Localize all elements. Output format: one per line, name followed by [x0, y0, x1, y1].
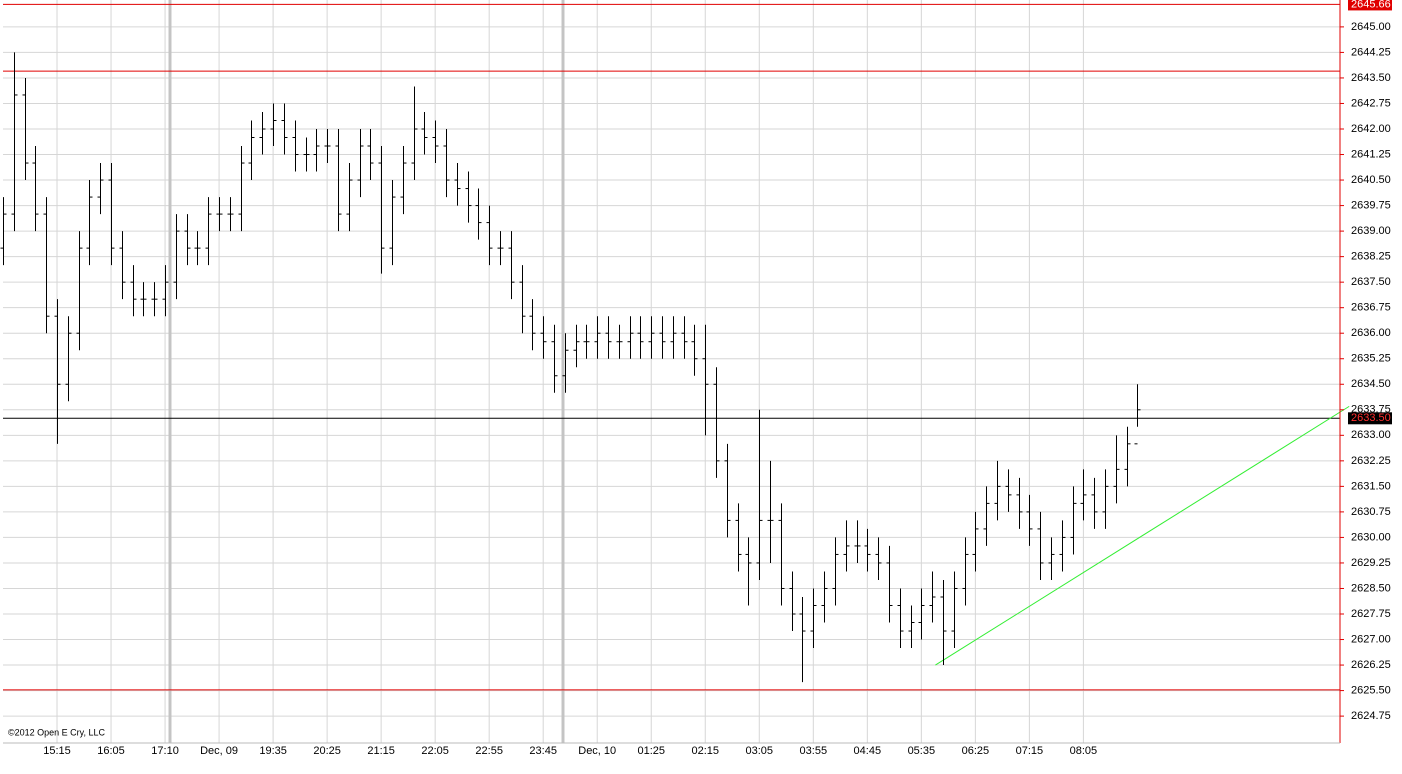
x-tick-label: 20:25: [313, 745, 341, 757]
x-tick-label: 22:05: [421, 745, 449, 757]
y-tick-label: 2636.00: [1351, 327, 1391, 339]
x-tick-label: 03:55: [800, 745, 828, 757]
y-tick-label: 2640.50: [1351, 174, 1391, 186]
y-tick-label: 2638.25: [1351, 251, 1391, 263]
y-tick-label: 2630.00: [1351, 531, 1391, 543]
level-label-box: [1348, 0, 1392, 11]
axis: 2624.75 2625.50 2626.25 2627.00 2627.75 2628.…: [43, 0, 1392, 757]
x-tick-label: 17:10: [151, 745, 179, 757]
y-tick-label: 2627.00: [1351, 633, 1391, 645]
x-tick-label: 06:25: [962, 745, 990, 757]
x-tick-label: 02:15: [691, 745, 719, 757]
x-tick-label: 23:45: [529, 745, 557, 757]
y-tick-label: 2642.75: [1351, 97, 1391, 109]
level-label: 2645.66: [1351, 0, 1391, 10]
x-tick-label: 19:35: [259, 745, 287, 757]
x-tick-label: Dec, 10: [578, 745, 616, 757]
y-tick-label: 2642.00: [1351, 123, 1391, 135]
y-tick-label: 2628.50: [1351, 582, 1391, 594]
y-tick-label: 2626.25: [1351, 659, 1391, 671]
grid: [3, 0, 1340, 743]
trendline: [935, 405, 1350, 666]
y-tick-label: 2624.75: [1351, 710, 1391, 722]
y-tick-label: 2627.75: [1351, 608, 1391, 620]
x-tick-label: 03:05: [746, 745, 774, 757]
y-tick-label: 2632.25: [1351, 455, 1391, 467]
level-label: 2633.50: [1351, 412, 1391, 424]
y-tick-label: 2629.25: [1351, 557, 1391, 569]
x-tick-label: 21:15: [367, 745, 395, 757]
y-tick-label: 2631.50: [1351, 480, 1391, 492]
x-tick-label: Dec, 09: [200, 745, 238, 757]
y-tick-label: 2643.50: [1351, 72, 1391, 84]
x-tick-label: 07:15: [1016, 745, 1044, 757]
copyright: ©2012 Open E Cry, LLC: [8, 727, 106, 737]
y-tick-label: 2639.00: [1351, 225, 1391, 237]
x-tick-label: 05:35: [908, 745, 936, 757]
x-tick-label: 22:55: [475, 745, 503, 757]
y-tick-label: 2639.75: [1351, 199, 1391, 211]
x-tick-label: 16:05: [97, 745, 125, 757]
y-tick-label: 2644.25: [1351, 46, 1391, 58]
x-tick-label: 01:25: [637, 745, 665, 757]
bars: [0, 52, 1141, 683]
y-tick-label: 2635.25: [1351, 353, 1391, 365]
x-tick-label: 08:05: [1070, 745, 1098, 757]
y-tick-label: 2637.50: [1351, 276, 1391, 288]
y-tick-label: 2630.75: [1351, 506, 1391, 518]
y-tick-label: 2645.00: [1351, 21, 1391, 33]
y-tick-label: 2641.25: [1351, 148, 1391, 160]
y-tick-label: 2633.00: [1351, 429, 1391, 441]
level-label-box: [1348, 412, 1392, 425]
levels: [3, 3, 1350, 691]
x-tick-label: 04:45: [854, 745, 882, 757]
y-tick-label: 2634.50: [1351, 378, 1391, 390]
y-tick-label: 2625.50: [1351, 684, 1391, 696]
y-tick-label: 2636.75: [1351, 302, 1391, 314]
x-tick-label: 15:15: [43, 745, 71, 757]
